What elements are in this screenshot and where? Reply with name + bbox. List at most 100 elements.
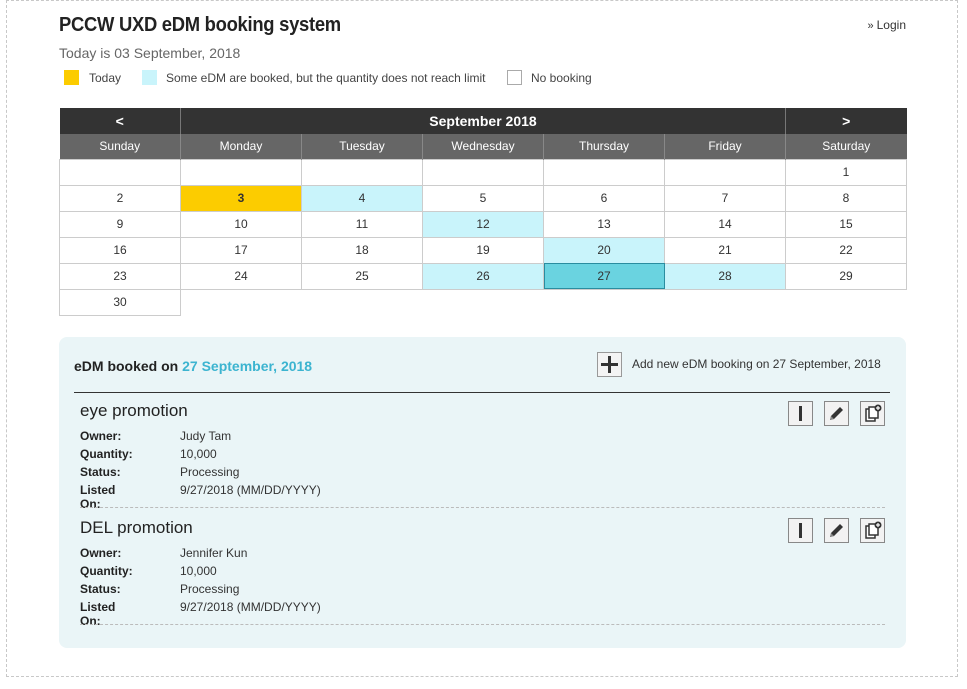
info-button[interactable] [788, 401, 813, 426]
calendar-blank [665, 289, 786, 315]
calendar-day-9[interactable]: 9 [59, 210, 181, 238]
field-value: 9/27/2018 (MM/DD/YYYY) [180, 600, 321, 614]
plus-icon [601, 356, 618, 373]
weekday-header-row: Sunday Monday Tuesday Wednesday Thursday Frid… [59, 134, 907, 159]
calendar-blank [423, 289, 544, 315]
edit-button[interactable] [824, 518, 849, 543]
field-value: Jennifer Kun [180, 546, 248, 560]
legend-label: No booking [531, 71, 592, 85]
duplicate-button[interactable] [860, 518, 885, 543]
entry-divider [80, 624, 885, 625]
calendar-day-26[interactable]: 26 [422, 262, 544, 290]
calendar-day-16[interactable]: 16 [59, 236, 181, 264]
legend-swatch-today [64, 70, 79, 85]
field-value: 9/27/2018 (MM/DD/YYYY) [180, 483, 321, 497]
booking-name: eye promotion [80, 401, 188, 420]
legend-swatch-no-booking [507, 70, 522, 85]
field-label: Status: [80, 465, 121, 479]
weekday-header: Wednesday [422, 134, 544, 159]
calendar-blank [302, 289, 423, 315]
calendar-day-29[interactable]: 29 [785, 262, 907, 290]
calendar-day-23[interactable]: 23 [59, 262, 181, 290]
weekday-header: Thursday [543, 134, 665, 159]
calendar-day-20[interactable]: 20 [543, 236, 665, 264]
booked-on-date: 27 September, 2018 [182, 358, 313, 374]
next-month-button[interactable]: > [785, 108, 907, 134]
calendar-day-4[interactable]: 4 [301, 184, 423, 212]
weekday-header: Friday [664, 134, 786, 159]
calendar-day-18[interactable]: 18 [301, 236, 423, 264]
field-value: Processing [180, 582, 240, 596]
calendar-week-row: 16 17 18 19 20 21 22 [59, 236, 907, 264]
calendar-day-13[interactable]: 13 [543, 210, 665, 238]
calendar-day-7[interactable]: 7 [664, 184, 786, 212]
calendar-day-27[interactable]: 27 [543, 262, 665, 290]
calendar-week-row: 1 [59, 158, 907, 186]
prev-month-button[interactable]: < [59, 108, 181, 134]
calendar-day-22[interactable]: 22 [785, 236, 907, 264]
month-label: September 2018 [180, 108, 786, 134]
calendar-day-6[interactable]: 6 [543, 184, 665, 212]
add-booking-link[interactable]: Add new eDM booking on 27 September, 201… [632, 357, 881, 371]
calendar-week-row: 30 [59, 288, 907, 316]
field-label: Owner: [80, 546, 122, 560]
calendar-day-5[interactable]: 5 [422, 184, 544, 212]
login-label: Login [876, 18, 906, 32]
field-label: Quantity: [80, 564, 133, 578]
booked-on-heading: eDM booked on 27 September, 2018 [74, 358, 312, 374]
field-label: Status: [80, 582, 121, 596]
calendar-day-25[interactable]: 25 [301, 262, 423, 290]
raquo-icon: » [867, 20, 874, 32]
edit-button[interactable] [824, 401, 849, 426]
calendar-day-17[interactable]: 17 [180, 236, 302, 264]
calendar-day-19[interactable]: 19 [422, 236, 544, 264]
calendar-day-24[interactable]: 24 [180, 262, 302, 290]
field-label: Quantity: [80, 447, 133, 461]
booking-panel: eDM booked on 27 September, 2018 Add new… [59, 337, 906, 648]
calendar-empty-cell [422, 158, 544, 186]
page-frame [6, 0, 958, 677]
weekday-header: Monday [180, 134, 302, 159]
entry-divider [80, 507, 885, 508]
legend-label: Today [89, 71, 122, 85]
calendar-blank [181, 289, 302, 315]
calendar-day-1[interactable]: 1 [785, 158, 907, 186]
booked-on-prefix: eDM booked on [74, 358, 179, 374]
calendar-day-30[interactable]: 30 [59, 288, 181, 316]
legend-swatch-booked [142, 70, 157, 85]
weekday-header: Saturday [785, 134, 907, 159]
calendar-empty-cell [180, 158, 302, 186]
login-link[interactable]: » Login [868, 18, 907, 32]
calendar-blank [544, 289, 665, 315]
calendar-day-10[interactable]: 10 [180, 210, 302, 238]
info-button[interactable] [788, 518, 813, 543]
calendar-day-11[interactable]: 11 [301, 210, 423, 238]
calendar-day-15[interactable]: 15 [785, 210, 907, 238]
calendar-day-14[interactable]: 14 [664, 210, 786, 238]
calendar-empty-cell [664, 158, 786, 186]
field-value: 10,000 [180, 564, 217, 578]
calendar-empty-cell [59, 158, 181, 186]
page-title: PCCW UXD eDM booking system [59, 14, 341, 36]
calendar-blank [786, 289, 907, 315]
calendar-week-row: 9 10 11 12 13 14 15 [59, 210, 907, 238]
calendar-day-21[interactable]: 21 [664, 236, 786, 264]
calendar: < September 2018 > Sunday Monday Tuesday We… [59, 108, 907, 316]
calendar-day-28[interactable]: 28 [664, 262, 786, 290]
field-label: Owner: [80, 429, 122, 443]
booking-name: DEL promotion [80, 518, 193, 537]
calendar-empty-cell [301, 158, 423, 186]
weekday-header: Sunday [59, 134, 181, 159]
calendar-day-12[interactable]: 12 [422, 210, 544, 238]
duplicate-button[interactable] [860, 401, 885, 426]
calendar-day-8[interactable]: 8 [785, 184, 907, 212]
calendar-empty-cell [543, 158, 665, 186]
field-value: 10,000 [180, 447, 217, 461]
add-booking-button[interactable] [597, 352, 622, 377]
weekday-header: Tuesday [301, 134, 423, 159]
calendar-day-2[interactable]: 2 [59, 184, 181, 212]
today-text: Today is 03 September, 2018 [59, 45, 241, 61]
field-value: Processing [180, 465, 240, 479]
calendar-day-3[interactable]: 3 [180, 184, 302, 212]
